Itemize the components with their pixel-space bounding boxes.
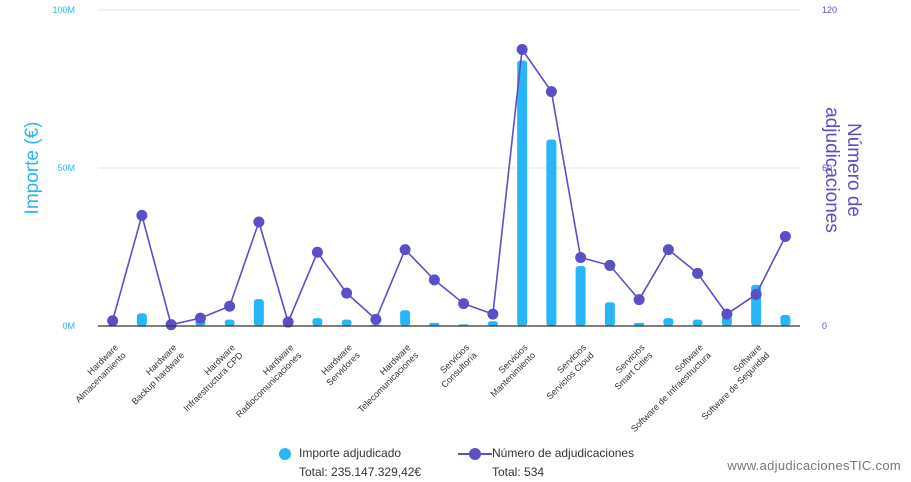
right-axis-tick-label: 120: [822, 5, 837, 15]
left-axis-tick-label: 100M: [52, 5, 75, 15]
bar: [576, 266, 586, 326]
bar-series: [108, 61, 791, 326]
line-point: [604, 260, 615, 271]
bar: [780, 315, 790, 326]
left-axis-tick-label: 50M: [57, 163, 75, 173]
legend-importe-marker-icon: [275, 444, 295, 464]
line-point: [400, 244, 411, 255]
line-point: [780, 231, 791, 242]
line-point: [312, 247, 323, 258]
line-point: [751, 289, 762, 300]
watermark: www.adjudicacionesTIC.com: [727, 458, 901, 473]
x-tick-label: ServiciosConsultoría: [431, 342, 479, 390]
left-axis-title: Importe (€): [22, 122, 43, 215]
bar: [663, 318, 673, 326]
line-point: [663, 244, 674, 255]
line-point: [487, 309, 498, 320]
bar: [225, 320, 235, 326]
legend-numero-total: Total: 534: [492, 463, 634, 482]
x-tick-label: HardwareBackup hardware: [122, 342, 186, 406]
legend-numero-marker-icon: [458, 444, 492, 464]
x-tick-label-line: Radiocomunicaciones: [234, 350, 304, 420]
line-point: [692, 268, 703, 279]
line-point: [517, 44, 528, 55]
line-point: [341, 288, 352, 299]
bar: [254, 299, 264, 326]
grid-lines: [98, 10, 800, 168]
legend-importe-total: Total: 235.147.329,42€: [299, 463, 421, 482]
line-point: [166, 319, 177, 330]
line-point: [721, 309, 732, 320]
right-axis-title: Número deadjudicaciones: [821, 107, 864, 233]
line-series: [107, 44, 791, 330]
x-tick-label-line: Software de Seguridad: [700, 350, 772, 422]
bar: [400, 310, 410, 326]
line-point: [370, 314, 381, 325]
x-tick-label: HardwareInfraestructura CPD: [174, 342, 245, 413]
bar: [546, 140, 556, 326]
x-tick-label: ServiciosSmart Cities: [605, 342, 655, 392]
x-tick-label: HardwareTelecomunicaciones: [348, 342, 421, 415]
right-axis-tick-label: 0: [822, 321, 827, 331]
line-point: [575, 252, 586, 263]
bar: [312, 318, 322, 326]
line-point: [136, 210, 147, 221]
line-point: [546, 86, 557, 97]
bar: [605, 302, 615, 326]
line-point: [634, 294, 645, 305]
bar: [342, 320, 352, 326]
legend-importe-label: Importe adjudicado: [299, 444, 421, 463]
legend-numero-label: Número de adjudicaciones: [492, 444, 634, 463]
line-path: [113, 50, 786, 325]
bar: [517, 61, 527, 326]
x-tick-label: ServiciosMantenimiento: [481, 342, 538, 399]
x-tick-label: HardwareAlmacenamiento: [66, 342, 128, 404]
line-point: [195, 313, 206, 324]
bar: [693, 320, 703, 326]
line-point: [224, 301, 235, 312]
left-axis-tick-label: 0M: [62, 321, 75, 331]
x-tick-label: ServiciosServicios Cloud: [537, 342, 596, 401]
line-point: [458, 298, 469, 309]
line-point: [429, 274, 440, 285]
line-point: [253, 216, 264, 227]
x-tick-label: HardwareServidores: [317, 342, 363, 388]
line-point: [107, 315, 118, 326]
right-axis-title-line: Número de: [843, 123, 864, 217]
bar: [137, 313, 147, 326]
bar: [488, 321, 498, 326]
right-axis-title-line: adjudicaciones: [821, 107, 842, 233]
